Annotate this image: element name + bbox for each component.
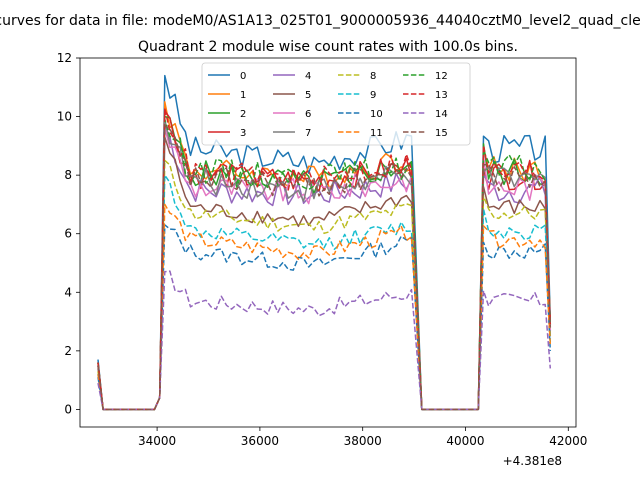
legend-label-15: 15 bbox=[435, 128, 448, 139]
legend-label-5: 5 bbox=[305, 90, 311, 101]
figure-suptitle: Light curves for data in file: modeM0/AS… bbox=[0, 13, 640, 29]
legend-label-14: 14 bbox=[435, 109, 448, 120]
series-line-14 bbox=[97, 270, 552, 411]
y-tick-label: 12 bbox=[57, 51, 72, 65]
series-line-0 bbox=[97, 74, 552, 411]
series-line-12 bbox=[97, 118, 552, 411]
series-line-5 bbox=[97, 136, 552, 411]
y-tick-label: 8 bbox=[64, 168, 72, 182]
x-tick-label: 36000 bbox=[241, 434, 279, 448]
axes-frame bbox=[79, 57, 577, 428]
series-line-10 bbox=[97, 224, 552, 411]
legend-label-6: 6 bbox=[305, 109, 311, 120]
x-tick-label: 34000 bbox=[138, 434, 176, 448]
x-tick-label: 38000 bbox=[344, 434, 382, 448]
legend-label-4: 4 bbox=[305, 71, 311, 82]
series-line-8 bbox=[97, 159, 552, 411]
y-tick-label: 4 bbox=[64, 285, 72, 299]
series-line-7 bbox=[97, 118, 552, 411]
x-offset-label: +4.381e8 bbox=[503, 454, 562, 468]
legend-label-3: 3 bbox=[240, 128, 246, 139]
series-line-11 bbox=[97, 203, 552, 411]
legend-label-13: 13 bbox=[435, 90, 448, 101]
series-line-13 bbox=[97, 107, 552, 411]
legend-label-8: 8 bbox=[370, 71, 376, 82]
x-tick-label: 40000 bbox=[446, 434, 484, 448]
legend-box bbox=[201, 62, 471, 146]
series-line-6 bbox=[97, 127, 552, 411]
series-line-15 bbox=[97, 124, 552, 411]
legend-label-7: 7 bbox=[305, 128, 311, 139]
axes-title: Quadrant 2 module wise count rates with … bbox=[138, 39, 518, 55]
y-tick-label: 2 bbox=[64, 344, 72, 358]
legend-label-11: 11 bbox=[370, 128, 383, 139]
legend-label-10: 10 bbox=[370, 109, 383, 120]
legend-label-9: 9 bbox=[370, 90, 376, 101]
series-layer bbox=[97, 74, 552, 411]
y-tick-label: 6 bbox=[64, 227, 72, 241]
x-tick-label: 42000 bbox=[549, 434, 587, 448]
series-line-9 bbox=[97, 174, 552, 411]
y-tick-label: 10 bbox=[57, 110, 72, 124]
legend-label-0: 0 bbox=[240, 71, 246, 82]
legend-label-12: 12 bbox=[435, 71, 448, 82]
legend-label-2: 2 bbox=[240, 109, 246, 120]
legend-label-1: 1 bbox=[240, 90, 246, 101]
y-tick-label: 0 bbox=[64, 402, 72, 416]
